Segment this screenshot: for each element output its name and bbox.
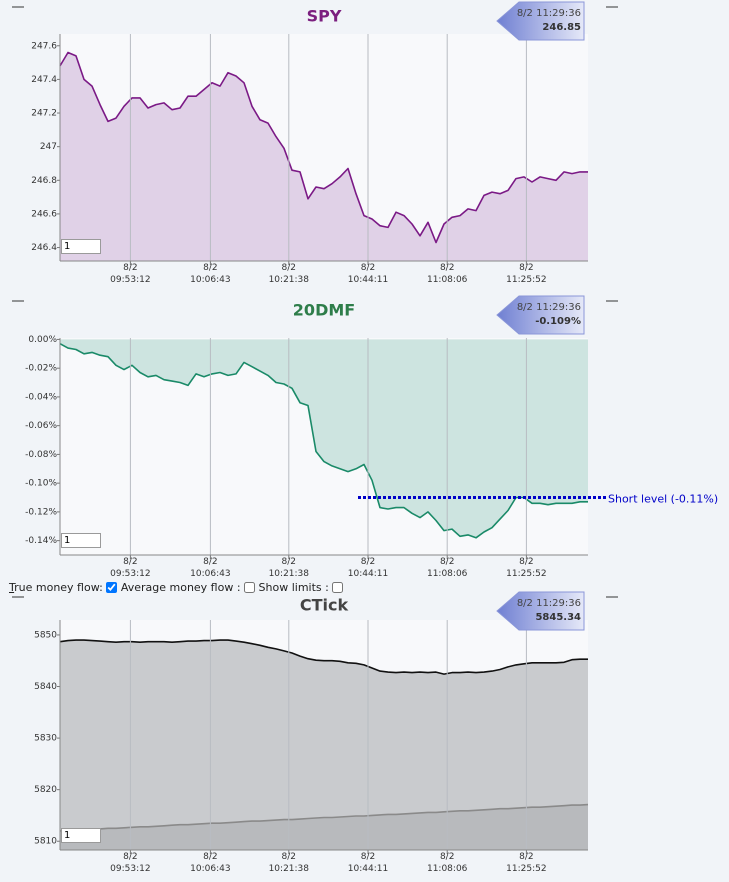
x-tick-label: 8/2 10:21:38 [268, 263, 309, 285]
x-tick-label: 8/2 10:21:38 [268, 852, 309, 874]
x-tick-label: 8/2 10:06:43 [190, 263, 231, 285]
x-tick-label: 8/2 10:21:38 [268, 557, 309, 579]
x-tick-label: 8/2 10:44:11 [347, 263, 389, 285]
badge-time: 8/2 11:29:36 [517, 302, 581, 313]
chart-title: CTick [300, 596, 349, 615]
checkbox[interactable] [243, 582, 255, 593]
y-tick-label: 0.00% [28, 335, 57, 345]
chart-title: SPY [307, 7, 342, 26]
y-tick-label: 247.2 [31, 109, 57, 119]
checkbox[interactable] [331, 582, 343, 593]
checkbox[interactable] [105, 582, 117, 593]
y-tick-label: 246.6 [31, 209, 57, 219]
x-tick-label: 8/2 11:25:52 [506, 852, 547, 874]
y-tick-label: 5850 [34, 630, 57, 640]
y-tick-label: 5820 [34, 785, 57, 795]
badge-value: -0.109% [535, 316, 581, 327]
area-fill [60, 804, 588, 850]
area-fill [60, 52, 588, 261]
y-tick-label: -0.12% [25, 507, 57, 517]
line [59, 639, 588, 675]
x-tick-label: 8/2 11:08:06 [426, 557, 468, 579]
x-tick-label: 8/2 10:06:43 [190, 557, 231, 579]
badge-time: 8/2 11:29:36 [517, 598, 581, 609]
y-tick-label: -0.04% [25, 392, 57, 402]
y-tick-label: -0.10% [25, 479, 57, 489]
y-tick-label: 5810 [34, 837, 57, 847]
x-tick-label: 8/2 09:53:12 [110, 557, 151, 579]
y-tick-label: -0.02% [25, 364, 57, 374]
zoom-input[interactable]: 1 [61, 239, 101, 254]
x-tick-label: 8/2 11:25:52 [506, 557, 547, 579]
y-tick-label: -0.08% [25, 450, 57, 460]
threshold-label: Short level (-0.11%) [608, 493, 718, 506]
area-fill [60, 339, 588, 538]
control-label: Average money flow : [120, 581, 241, 594]
area-fill [60, 640, 588, 850]
y-tick-label: 247.4 [31, 75, 57, 85]
x-tick-label: 8/2 11:08:06 [426, 852, 468, 874]
x-tick-label: 8/2 10:44:11 [347, 557, 389, 579]
line [59, 51, 588, 244]
line [59, 342, 588, 539]
badge [496, 295, 585, 335]
y-tick-label: 5840 [34, 682, 57, 692]
line [59, 803, 589, 832]
y-tick-label: 247 [40, 142, 57, 152]
chart-title: 20DMF [293, 301, 355, 320]
control-label: True money flow: [9, 581, 103, 594]
x-tick-label: 8/2 09:53:12 [110, 263, 151, 285]
badge-value: 5845.34 [535, 612, 581, 623]
x-tick-label: 8/2 09:53:12 [110, 852, 151, 874]
x-tick-label: 8/2 10:06:43 [190, 852, 231, 874]
y-tick-label: 246.8 [31, 176, 57, 186]
badge [496, 1, 585, 41]
control-label: Show limits : [258, 581, 329, 594]
zoom-input[interactable]: 1 [61, 828, 101, 843]
zoom-input[interactable]: 1 [61, 533, 101, 548]
y-tick-label: 5830 [34, 734, 57, 744]
x-tick-label: 8/2 11:08:06 [426, 263, 468, 285]
x-tick-label: 8/2 11:25:52 [506, 263, 547, 285]
badge [496, 591, 585, 631]
y-tick-label: -0.14% [25, 536, 57, 546]
controls: True money flow: Average money flow : Show… [9, 581, 347, 594]
badge-value: 246.85 [542, 22, 581, 33]
x-tick-label: 8/2 10:44:11 [347, 852, 389, 874]
y-tick-label: 246.4 [31, 243, 57, 253]
y-tick-label: -0.06% [25, 421, 57, 431]
badge-time: 8/2 11:29:36 [517, 8, 581, 19]
y-tick-label: 247.6 [31, 41, 57, 51]
